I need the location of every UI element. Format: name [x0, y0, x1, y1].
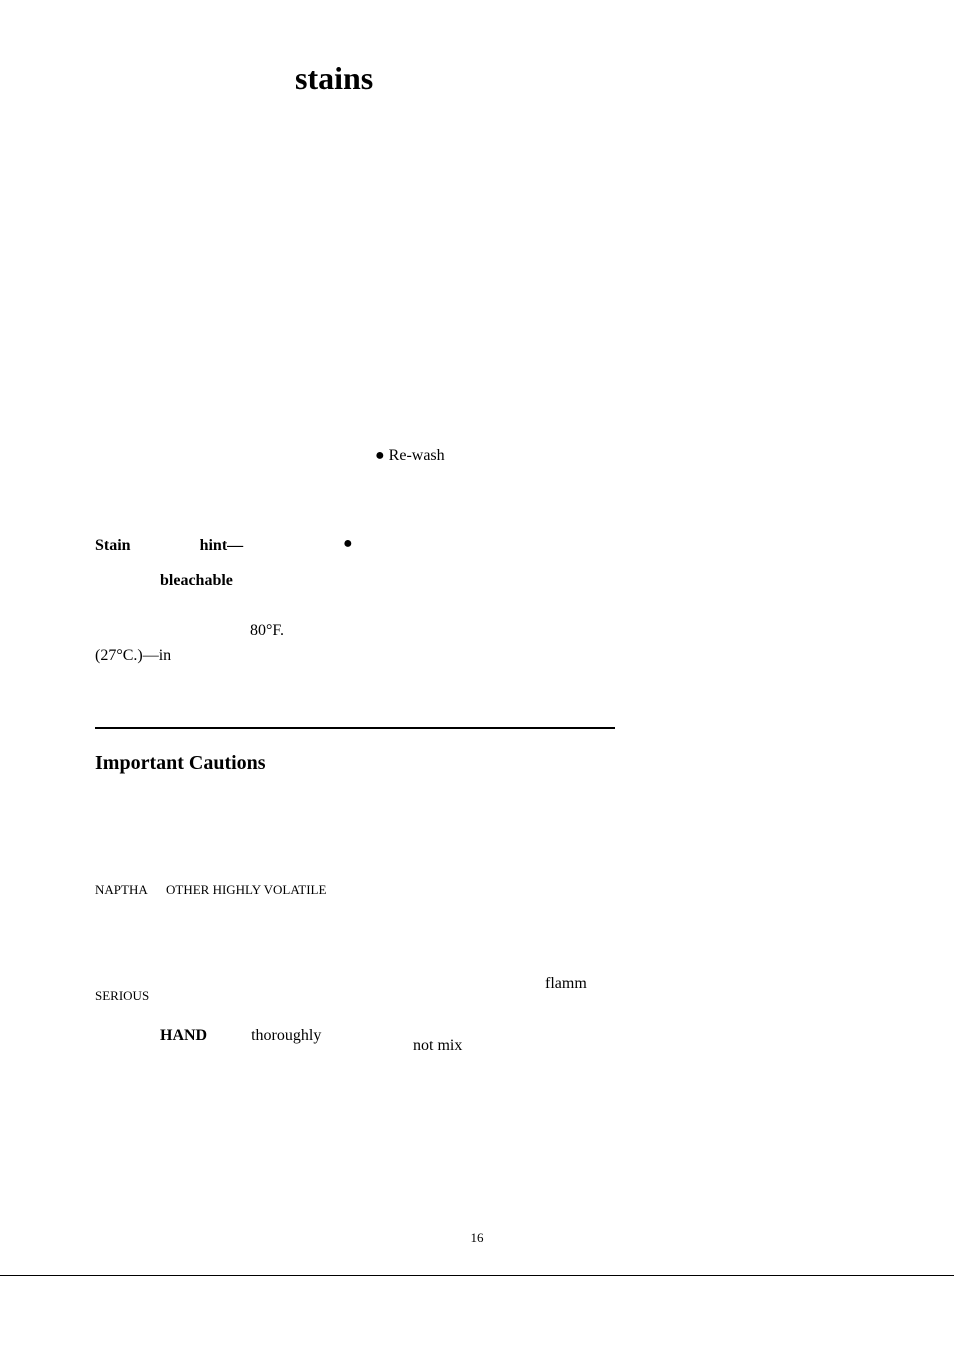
bullet-icon: ● [343, 535, 353, 553]
section-divider [95, 727, 615, 729]
thoroughly-text: thoroughly [251, 1027, 321, 1045]
serious-row: SERIOUS flamm [95, 987, 859, 1005]
page-number: 16 [471, 1230, 484, 1246]
document-page: stains ● Re-wash Stain hint— ● bleachabl… [0, 0, 954, 1346]
volatile-text: OTHER HIGHLY VOLATILE [166, 882, 326, 898]
notmix-text: not mix [413, 1037, 462, 1055]
stain-label: Stain [95, 537, 131, 555]
footer-divider [0, 1275, 954, 1276]
page-title: stains [295, 60, 859, 97]
stain-hint-row: Stain hint— ● [95, 537, 859, 555]
cautions-heading: Important Cautions [95, 752, 266, 775]
flamm-text: flamm [545, 975, 587, 993]
temperature-fahrenheit: 80°F. [250, 622, 284, 640]
temperature-celsius: (27°C.)—in [95, 647, 171, 665]
serious-text: SERIOUS [95, 988, 149, 1004]
bleachable-text: bleachable [160, 572, 233, 590]
naptha-text: NAPTHA [95, 882, 148, 898]
bullet-icon: ● [375, 447, 385, 465]
hint-label: hint— [200, 537, 244, 555]
rewash-bullet-line: ● Re-wash [375, 447, 445, 465]
naptha-row: NAPTHA OTHER HIGHLY VOLATILE [95, 882, 326, 898]
hand-text: HAND [160, 1027, 207, 1045]
hand-row: HAND thoroughly not mix [95, 1027, 859, 1045]
rewash-text: Re-wash [389, 447, 445, 464]
